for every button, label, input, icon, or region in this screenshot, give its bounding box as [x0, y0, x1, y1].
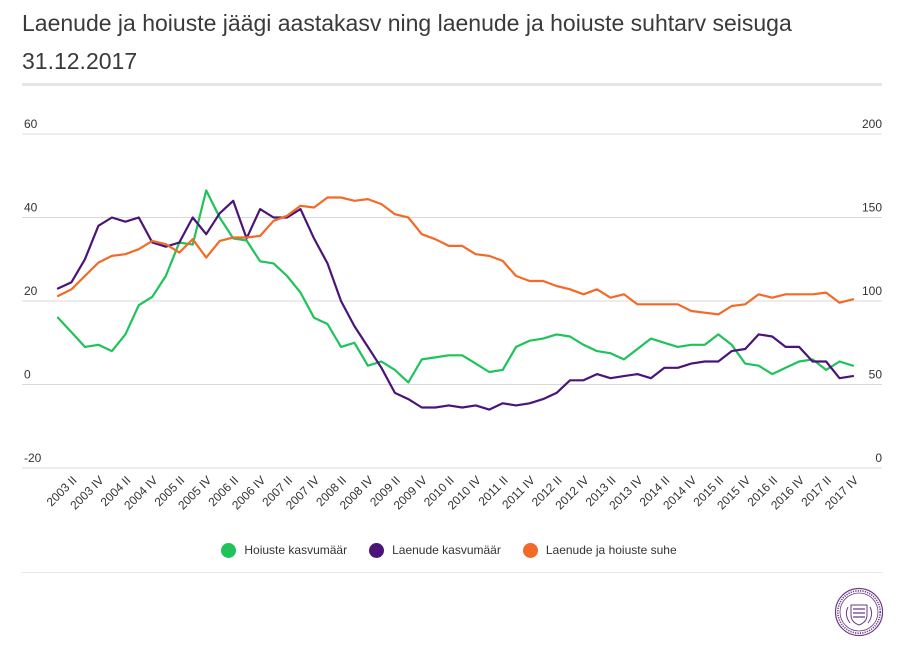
- legend-swatch-icon: [522, 542, 538, 558]
- right-y-axis-ticks: 0 50 100 150 200: [862, 117, 882, 465]
- legend-label: Hoiuste kasvumäär: [244, 543, 348, 557]
- gridlines: [22, 133, 882, 469]
- right-y-tick-label: 200: [862, 117, 882, 131]
- title-divider: [22, 83, 882, 86]
- legend-item[interactable]: Laenude ja hoiuste suhe: [519, 542, 681, 558]
- seal-logo-icon: [834, 587, 884, 637]
- series-lines: [56, 189, 855, 411]
- left-y-tick-label: 20: [24, 284, 38, 298]
- series-line-laenude-kasvumäär: [56, 199, 855, 411]
- left-y-tick-label: 0: [24, 368, 31, 382]
- left-y-tick-label: 60: [24, 117, 38, 131]
- right-y-tick-label: 100: [862, 284, 882, 298]
- left-y-tick-label: 40: [24, 201, 38, 215]
- left-y-tick-label: -20: [24, 451, 42, 465]
- right-y-tick-label: 150: [862, 201, 882, 215]
- right-y-tick-label: 50: [869, 368, 883, 382]
- left-y-axis-ticks: -20 0 20 40 60: [24, 117, 42, 465]
- series-line-laenude-ja-hoiuste-suhe: [56, 196, 855, 316]
- legend-label: Laenude kasvumäär: [392, 543, 501, 557]
- right-y-tick-label: 0: [875, 451, 882, 465]
- legend: Hoiuste kasvumäär Laenude kasvumäär Laenud…: [0, 538, 898, 562]
- chart-title: Laenude ja hoiuste jäägi aastakasv ning …: [22, 10, 792, 74]
- legend-swatch-icon: [369, 542, 385, 558]
- bottom-divider: [22, 572, 882, 573]
- series-line-hoiuste-kasvumäär: [56, 189, 855, 384]
- legend-item[interactable]: Hoiuste kasvumäär: [217, 542, 351, 558]
- legend-label: Laenude ja hoiuste suhe: [545, 543, 677, 557]
- legend-swatch-icon: [221, 542, 237, 558]
- legend-item[interactable]: Laenude kasvumäär: [365, 542, 505, 558]
